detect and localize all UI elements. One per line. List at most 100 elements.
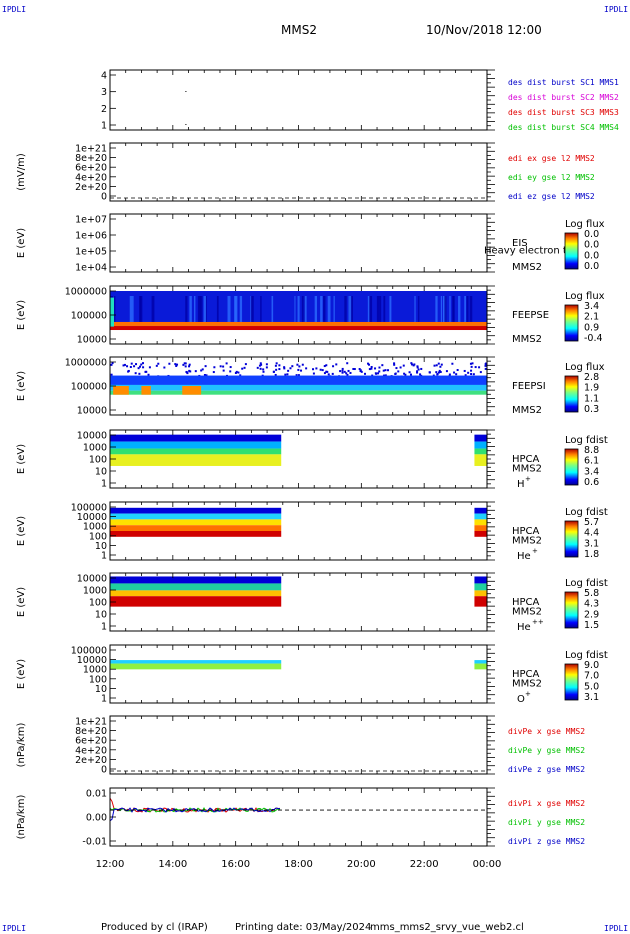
feepsi-speck xyxy=(237,371,240,374)
feepsi-speck xyxy=(222,369,225,372)
feepsi-speck xyxy=(368,368,371,371)
feepsi-speck xyxy=(435,364,438,367)
spacecraft-label: MMS2 xyxy=(512,334,542,345)
legend-entry: edi ey gse l2 MMS2 xyxy=(508,173,595,182)
feepsi-speck xyxy=(416,371,419,374)
colorbar xyxy=(564,232,579,270)
colorbar-title: Log fdist xyxy=(565,507,608,518)
legend-entry: des dist burst SC2 MMS2 xyxy=(508,93,619,102)
feepsi-speck xyxy=(439,365,442,368)
feepsi-speck xyxy=(408,371,411,374)
feepsi-speck xyxy=(295,374,298,377)
hpca-band xyxy=(110,513,282,520)
y-tick-label: 10000 xyxy=(77,406,107,417)
y-tick-label: 10 xyxy=(95,610,107,621)
legend-entry: divPi y gse MMS2 xyxy=(508,818,585,827)
instrument-label: HPCA xyxy=(512,669,540,680)
feepsi-speck xyxy=(323,372,326,375)
species-charge-label: + xyxy=(525,475,531,483)
feepsi-cyan-band xyxy=(110,384,487,391)
species-charge-label: ++ xyxy=(532,618,544,626)
y-tick-label: 1000000 xyxy=(65,358,107,369)
y-tick-label: 100000 xyxy=(71,311,107,322)
panel-des-dist-content xyxy=(185,91,187,125)
y-tick-label: 0 xyxy=(101,192,107,203)
feepsi-speck xyxy=(375,372,378,375)
feepsi-speck xyxy=(484,364,487,367)
feepsi-speck xyxy=(420,367,423,370)
hpca-band xyxy=(110,525,282,531)
spacecraft-label: MMS2 xyxy=(512,405,542,416)
feepsi-speck xyxy=(448,373,451,376)
feepsi-speck xyxy=(410,362,413,365)
y-tick-label: 8e+20 xyxy=(75,153,107,164)
instrument-label: HPCA xyxy=(512,454,540,465)
hpca-band-return xyxy=(474,525,487,531)
colorbar-title: Log fdist xyxy=(565,578,608,589)
y-tick-label: 100000 xyxy=(71,382,107,393)
feepsi-speck xyxy=(393,362,396,365)
feepse-streak xyxy=(234,296,237,325)
y-tick-label: 1e+04 xyxy=(75,263,107,274)
y-axis-label: (mV/m) xyxy=(16,153,27,191)
panel-feepsi: 1000000 100000 10000 E (eV) FEEPSI MMS2 Log fl… xyxy=(16,356,605,417)
feepse-streak xyxy=(466,296,469,325)
instrument-label: FEEPSI xyxy=(512,381,546,392)
colorbar-title: Log flux xyxy=(565,219,605,230)
feepse-streak xyxy=(260,296,262,325)
overlay-label: Heavy electron to xyxy=(484,245,573,256)
feepsi-speck xyxy=(283,367,286,370)
feepsi-speck xyxy=(185,370,188,373)
colorbar xyxy=(564,448,579,486)
feepse-streak xyxy=(383,296,386,325)
feepse-streak xyxy=(323,296,326,325)
instrument-label: FEEPSE xyxy=(512,310,549,321)
feepsi-speck xyxy=(472,373,475,376)
colorbar-tick-label: 2.8 xyxy=(584,372,599,383)
feepsi-speck xyxy=(404,373,407,376)
feepse-streak xyxy=(369,296,373,325)
y-tick-label: 10 xyxy=(95,541,107,552)
colorbar-tick-label: 5.7 xyxy=(584,517,599,528)
feepsi-speck xyxy=(315,367,318,370)
feepsi-speck xyxy=(370,365,373,368)
feepsi-speck xyxy=(200,369,203,372)
feepse-streak xyxy=(113,296,116,325)
feepse-streak xyxy=(151,296,155,325)
feepsi-speck xyxy=(403,372,406,375)
feepsi-speck xyxy=(416,370,419,373)
feepse-streak xyxy=(414,296,416,325)
panel-feepse: 1000000 100000 10000 E (eV) FEEPSE MMS2 Log fl… xyxy=(16,285,605,346)
feepsi-speck xyxy=(297,368,300,371)
feepse-streak xyxy=(185,296,188,325)
colorbar-tick-label: 3.1 xyxy=(584,692,599,703)
feepsi-speck xyxy=(222,365,225,368)
colorbar-tick-label: 0.0 xyxy=(584,261,599,272)
colorbar xyxy=(564,304,579,342)
panel-frame xyxy=(109,142,488,202)
hpca-band-return xyxy=(474,513,487,520)
species-label: He xyxy=(517,551,531,562)
species-charge-label: + xyxy=(525,690,531,698)
feepsi-speck xyxy=(188,363,191,366)
feepsi-speck xyxy=(368,363,371,366)
feepsi-speck xyxy=(359,370,362,373)
spacecraft-label: MMS2 xyxy=(512,262,542,273)
feepsi-speck xyxy=(378,366,381,369)
y-tick-label: 0.00 xyxy=(86,813,107,824)
panel-feepsi-content xyxy=(110,362,488,395)
y-tick-label: 100 xyxy=(89,455,107,466)
colorbar-tick-label: 3.1 xyxy=(584,538,599,549)
feepsi-speck xyxy=(470,369,473,372)
y-tick-label: 10000 xyxy=(77,655,107,666)
feepse-streak xyxy=(440,296,443,325)
feepsi-speck xyxy=(148,366,151,369)
feepsi-speck xyxy=(411,363,414,366)
y-tick-label: 0 xyxy=(101,765,107,776)
des-dist-dot xyxy=(185,91,187,92)
feepsi-speck xyxy=(139,365,142,368)
feepsi-speck xyxy=(312,368,315,371)
feepsi-speck xyxy=(188,369,191,372)
feepsi-speck xyxy=(484,367,487,370)
